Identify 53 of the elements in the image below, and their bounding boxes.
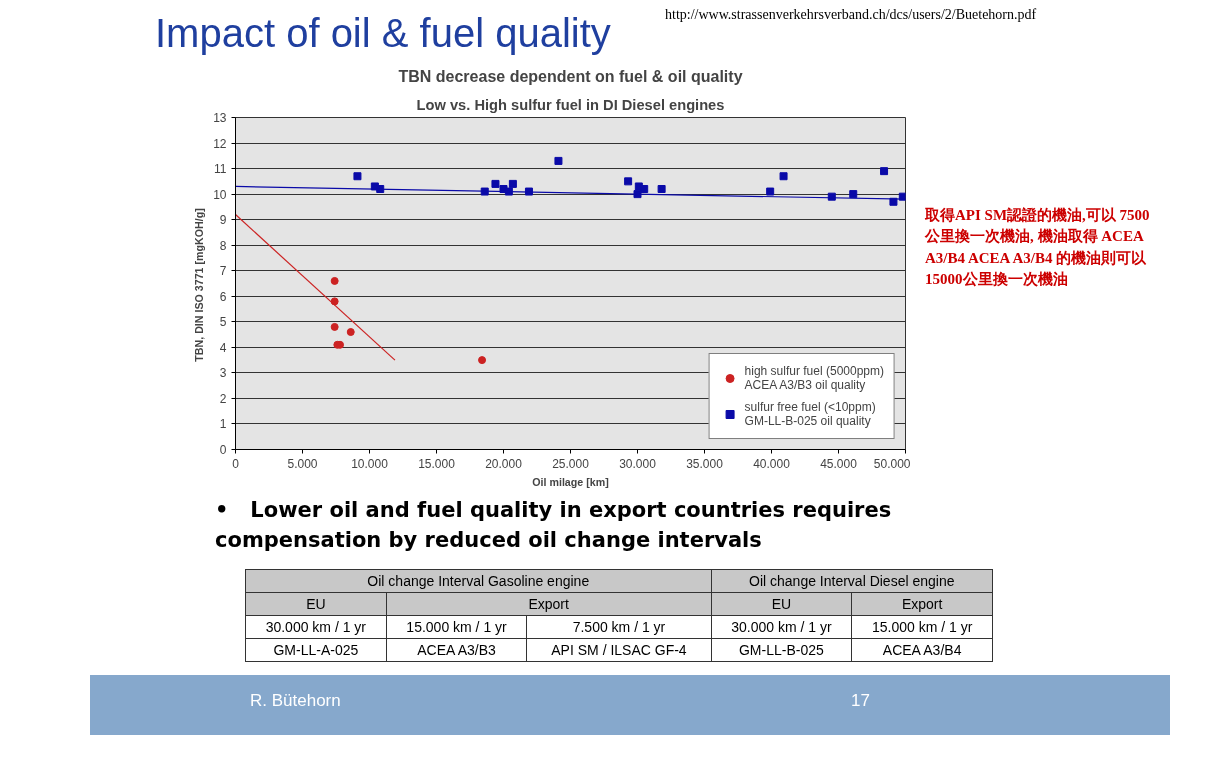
- x-tick-label: 20.000: [485, 456, 523, 471]
- y-tick-label: 7: [219, 264, 227, 279]
- text: 17: [851, 690, 870, 712]
- x-tick-label: 35.000: [686, 456, 724, 471]
- y-tick-label: 6: [219, 289, 227, 304]
- text: ACEA A3/B4: [851, 638, 993, 662]
- text: 取得API SM認證的機油,可以 7500公里換一次機油, 機油取得 ACEA A3/B4 ACEA A3/B4 的機油則可以15000公里換一次機油: [925, 206, 1151, 290]
- text: 15.000 km / 1 yr: [851, 615, 993, 639]
- y-tick-label: 2: [219, 391, 227, 406]
- y-tick-label: 0: [219, 443, 227, 457]
- x-tick-label: 15.000: [418, 456, 456, 471]
- text: Oil change Interval Gasoline engine: [245, 569, 712, 593]
- text: ACEA A3/B3: [386, 638, 527, 662]
- x-tick-label: 25.000: [552, 456, 590, 471]
- text: API SM / ILSAC GF-4: [526, 638, 712, 662]
- x-tick-label: 45.000: [820, 456, 858, 471]
- text: EU: [711, 592, 852, 616]
- text: EU: [245, 592, 387, 616]
- y-tick-label: 3: [219, 366, 227, 381]
- x-tick-label: 40.000: [753, 456, 791, 471]
- text: Impact of oil & fuel quality: [155, 10, 611, 57]
- y-tick-label: 4: [219, 340, 227, 355]
- x-tick-label: 10.000: [351, 456, 389, 471]
- y-tick-label: 1: [219, 417, 227, 432]
- text: • Lower oil and fuel quality in export countries requires compensation by reduced oil change intervals: [215, 497, 893, 554]
- text: 30.000 km / 1 yr: [245, 615, 387, 639]
- y-tick-label: 11: [214, 162, 227, 177]
- x-tick-label: 30.000: [619, 456, 657, 471]
- x-axis-title: Oil milage [km]: [532, 475, 609, 488]
- legend-label: high sulfur fuel (5000ppm) ACEA A3/B3 oil quality: [744, 364, 884, 392]
- y-tick-label: 13: [213, 111, 227, 125]
- text: R. Bütehorn: [250, 690, 341, 712]
- y-tick-label: 9: [219, 213, 227, 228]
- x-tick-label: 0: [232, 456, 240, 471]
- x-tick-label: 5.000: [287, 456, 318, 471]
- y-tick-label: 10: [213, 187, 227, 202]
- y-tick-label: 12: [213, 136, 227, 151]
- y-axis-title: TBN, DIN ISO 3771 [mgKOH/g]: [193, 208, 206, 362]
- text: Export: [851, 592, 993, 616]
- chart-subtitle: Low vs. High sulfur fuel in DI Diesel engines: [416, 96, 725, 113]
- text: 15.000 km / 1 yr: [386, 615, 527, 639]
- text: GM-LL-A-025: [245, 638, 387, 662]
- text: 30.000 km / 1 yr: [711, 615, 852, 639]
- text: GM-LL-B-025: [711, 638, 852, 662]
- chart-title: TBN decrease dependent on fuel & oil quality: [398, 67, 743, 85]
- text: Oil change Interval Diesel engine: [711, 569, 993, 593]
- y-tick-label: 5: [219, 315, 227, 330]
- text: Export: [386, 592, 712, 616]
- text: 7.500 km / 1 yr: [526, 615, 712, 639]
- x-tick-label: 50.000: [873, 456, 911, 471]
- y-tick-label: 8: [219, 238, 227, 253]
- legend-label: sulfur free fuel (<10ppm) GM-LL-B-025 oil quality: [744, 400, 876, 428]
- text: http://www.strassenverkehrsverband.ch/dcs/users/2/Buetehorn.pdf: [665, 6, 1037, 24]
